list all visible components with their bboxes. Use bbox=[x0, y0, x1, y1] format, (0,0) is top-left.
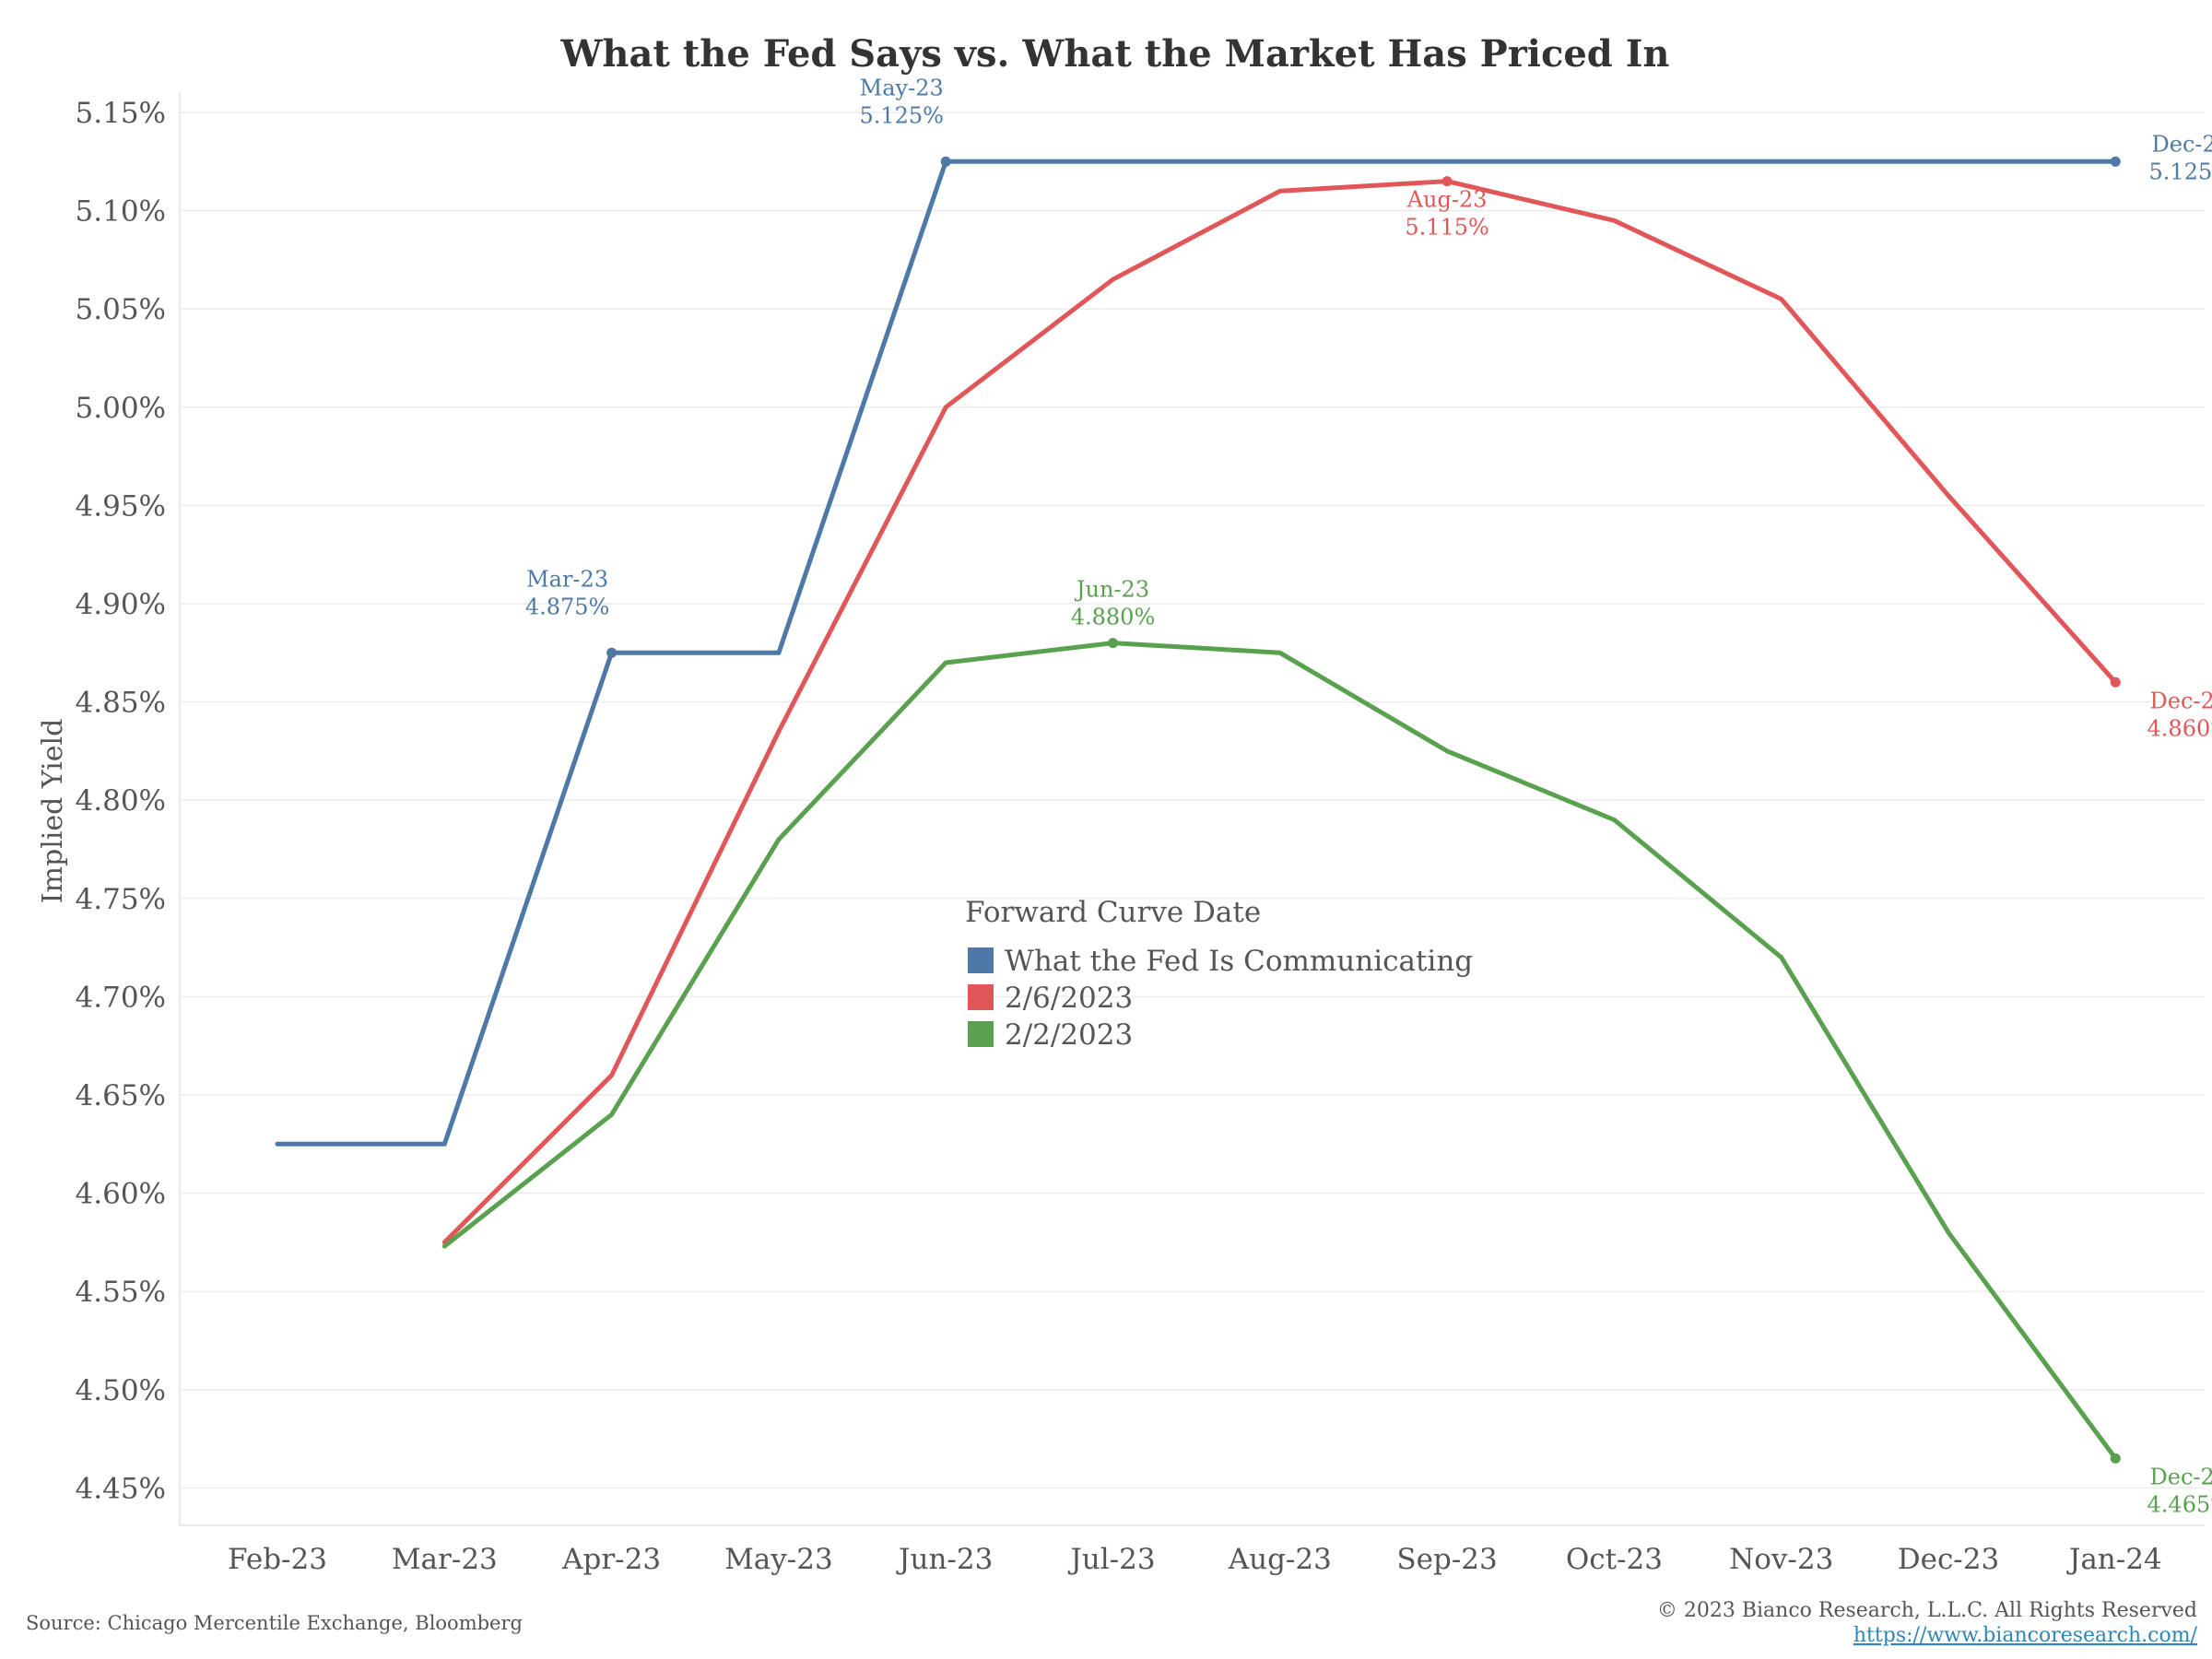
y-tick-label: 4.65% bbox=[76, 1079, 166, 1112]
annotation-label: 4.860% bbox=[2147, 715, 2212, 741]
y-tick-label: 5.15% bbox=[76, 97, 166, 130]
annotation-label: 5.115% bbox=[1405, 215, 1489, 241]
y-tick-label: 4.50% bbox=[76, 1374, 166, 1407]
annotation-label: 5.125% bbox=[859, 102, 944, 128]
annotation-label: Dec-23 bbox=[2150, 688, 2212, 713]
y-tick-label: 4.95% bbox=[76, 489, 166, 523]
x-tick-label: Oct-23 bbox=[1566, 1543, 1663, 1576]
y-tick-label: 5.05% bbox=[76, 293, 166, 326]
annotation-label: Jun-23 bbox=[1074, 577, 1149, 603]
x-tick-label: Jul-23 bbox=[1067, 1543, 1155, 1576]
annotation-label: 4.880% bbox=[1071, 605, 1156, 630]
legend: Forward Curve Date What the Fed Is Commu… bbox=[965, 896, 1473, 1052]
annotation-label: Dec-23 bbox=[2152, 131, 2212, 157]
y-tick-label: 4.90% bbox=[76, 588, 166, 621]
annotation-label: 4.465% bbox=[2147, 1491, 2212, 1517]
y-tick-label: 4.70% bbox=[76, 981, 166, 1014]
annotation-label: May-23 bbox=[860, 75, 944, 100]
y-tick-label: 4.80% bbox=[76, 784, 166, 818]
x-tick-label: Mar-23 bbox=[392, 1543, 498, 1576]
x-tick-label: Feb-23 bbox=[228, 1543, 327, 1576]
y-tick-label: 5.00% bbox=[76, 392, 166, 425]
x-tick-label: Jun-23 bbox=[896, 1543, 993, 1576]
y-axis-title: Implied Yield bbox=[37, 719, 69, 904]
website-link[interactable]: https://www.biancoresearch.com/ bbox=[1853, 1624, 2198, 1647]
annotations: Mar-234.875%May-235.125%Dec-235.125%Aug-… bbox=[525, 75, 2212, 1517]
y-tick-label: 4.75% bbox=[76, 883, 166, 916]
y-tick-label: 4.45% bbox=[76, 1472, 166, 1505]
x-tick-label: Apr-23 bbox=[561, 1543, 661, 1576]
annotation-label: 5.125% bbox=[2149, 159, 2212, 184]
legend-swatch bbox=[968, 1021, 994, 1047]
annotation-marker bbox=[2110, 677, 2121, 688]
legend-swatch bbox=[968, 947, 994, 973]
series-line-2 bbox=[441, 179, 2118, 1245]
x-tick-label: Nov-23 bbox=[1729, 1543, 1833, 1576]
annotation-label: Aug-23 bbox=[1406, 187, 1488, 213]
series-line-3 bbox=[441, 641, 2118, 1461]
annotation-label: Dec-23 bbox=[2150, 1464, 2212, 1489]
annotation-label: Mar-23 bbox=[526, 566, 608, 592]
x-tick-label: Sep-23 bbox=[1396, 1543, 1497, 1576]
annotation-marker bbox=[1441, 176, 1453, 187]
legend-label: 2/2/2023 bbox=[1005, 1018, 1133, 1052]
y-tick-label: 5.10% bbox=[76, 195, 166, 229]
x-tick-label: Jan-24 bbox=[2066, 1543, 2162, 1576]
annotation-marker bbox=[1108, 638, 1118, 649]
x-tick-label: Aug-23 bbox=[1228, 1543, 1332, 1576]
chart-title: What the Fed Says vs. What the Market Ha… bbox=[559, 32, 1669, 76]
y-tick-label: 4.60% bbox=[76, 1178, 166, 1211]
series-lines bbox=[275, 159, 2118, 1461]
annotation-label: 4.875% bbox=[525, 594, 610, 619]
gridlines bbox=[179, 92, 2205, 1526]
source-note: Source: Chicago Mercentile Exchange, Blo… bbox=[26, 1612, 523, 1634]
x-axis-ticks: Feb-23 Mar-23 Apr-23 May-23 Jun-23 Jul-23 Aug-… bbox=[228, 1543, 2162, 1576]
annotation-marker bbox=[940, 156, 951, 167]
y-tick-label: 4.55% bbox=[76, 1276, 166, 1309]
legend-label: 2/6/2023 bbox=[1005, 982, 1133, 1015]
annotation-marker bbox=[606, 647, 618, 658]
legend-title: Forward Curve Date bbox=[965, 896, 1261, 929]
legend-swatch bbox=[968, 984, 994, 1010]
copyright-note: © 2023 Bianco Research, L.L.C. All Right… bbox=[1657, 1599, 2197, 1622]
y-axis-ticks: 4.45% 4.50% 4.55% 4.60% 4.65% 4.70% 4.75% 4.80%… bbox=[76, 97, 166, 1505]
y-tick-label: 4.85% bbox=[76, 687, 166, 720]
x-tick-label: May-23 bbox=[724, 1543, 833, 1576]
x-tick-label: Dec-23 bbox=[1898, 1543, 1999, 1576]
series-line-1 bbox=[275, 159, 2118, 1147]
annotation-marker bbox=[2110, 1453, 2121, 1464]
annotation-marker bbox=[2110, 156, 2121, 167]
legend-label: What the Fed Is Communicating bbox=[1005, 945, 1473, 978]
